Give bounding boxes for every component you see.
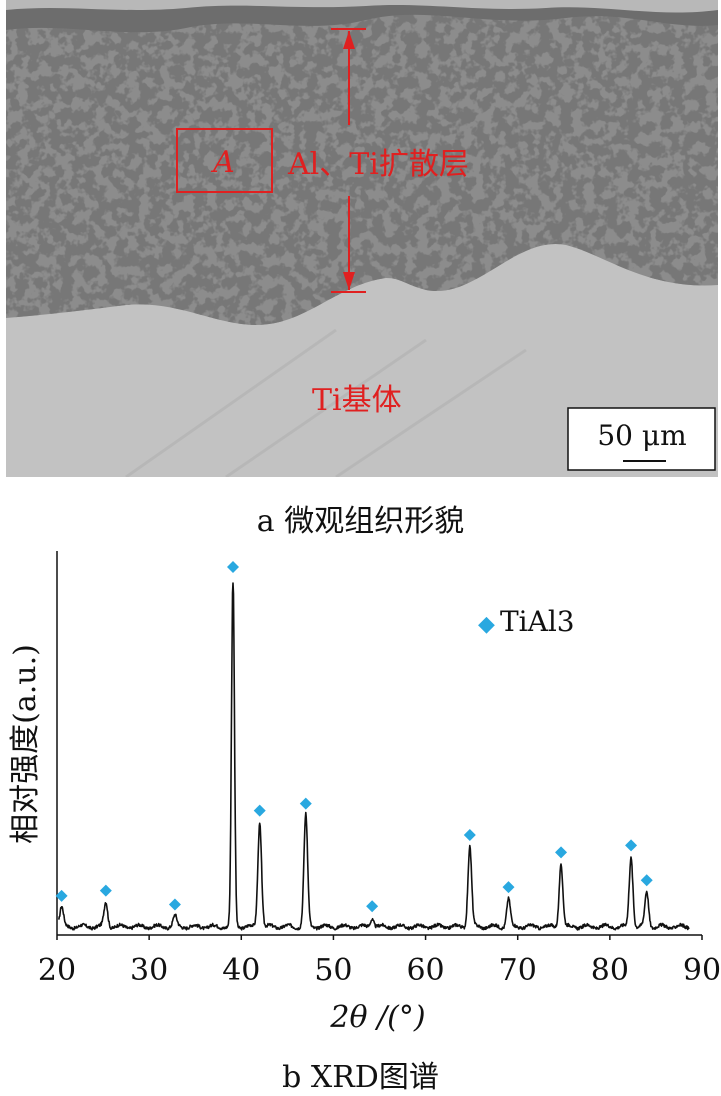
peak-marker-11 [640, 874, 653, 887]
peak-marker-10 [625, 839, 638, 852]
peak-marker-4 [253, 804, 266, 817]
peak-marker-6 [366, 900, 379, 913]
peak-marker-2 [168, 898, 181, 911]
x-tick-label: 20 [38, 953, 76, 988]
x-tick-label: 80 [591, 953, 629, 988]
scale-bar-label: 50 μm [597, 419, 686, 452]
xrd-chart: 20 30 40 50 60 70 80 90 ◆ TiAl3 2θ /(°) 相对强度(a.… [8, 551, 721, 1035]
peak-markers [55, 561, 653, 913]
peak-marker-1 [99, 884, 112, 897]
peak-marker-9 [555, 846, 568, 859]
x-ticks: 20 30 40 50 60 70 80 90 [38, 935, 721, 988]
figure-b-caption: b XRD图谱 [282, 1060, 439, 1095]
figure-a-caption: a 微观组织形貌 [256, 504, 465, 539]
x-tick-label: 30 [130, 953, 168, 988]
legend-label: TiAl3 [500, 605, 575, 638]
diffusion-layer-label: Al、Ti扩散层 [287, 147, 469, 182]
peak-marker-3 [226, 561, 239, 573]
x-tick-label: 70 [499, 953, 537, 988]
x-axis-label: 2θ /(°) [329, 1000, 425, 1035]
region-a-box [176, 128, 273, 193]
peak-marker-8 [502, 881, 515, 894]
legend-marker: ◆ [478, 612, 495, 637]
peak-marker-0 [55, 889, 68, 902]
substrate-label: Ti基体 [312, 383, 402, 418]
legend: ◆ TiAl3 [478, 605, 575, 638]
scale-bar: 50 μm [567, 407, 716, 471]
xrd-pattern-line [58, 582, 690, 931]
thickness-arrow [331, 28, 366, 293]
x-tick-label: 50 [314, 953, 352, 988]
region-a-label: A [210, 145, 235, 180]
sem-micrograph: A Al、Ti扩散层 Ti基体 50 μm [6, 0, 718, 477]
x-tick-label: 90 [683, 953, 721, 988]
y-axis-label: 相对强度(a.u.) [8, 644, 43, 844]
x-tick-label: 40 [222, 953, 260, 988]
axes [56, 551, 702, 936]
peak-marker-7 [463, 828, 476, 841]
peak-marker-5 [299, 797, 312, 810]
x-tick-label: 60 [406, 953, 444, 988]
